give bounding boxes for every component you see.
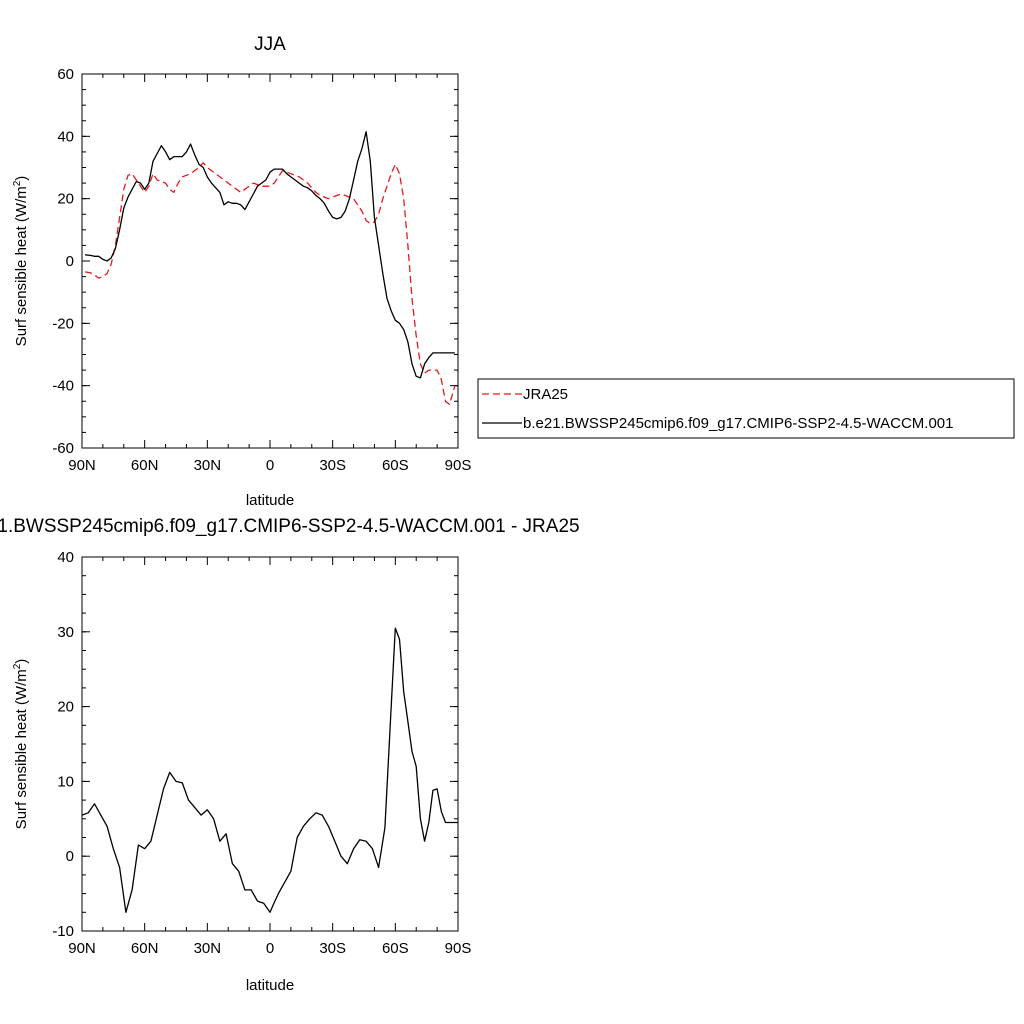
bottom-x-axis-label: latitude <box>246 977 294 994</box>
top-y-axis-label-sup: 2 <box>12 180 23 186</box>
top-x-tick-label: 60S <box>382 457 409 474</box>
bottom-grid-ticks <box>81 556 459 932</box>
bottom-y-axis-label-sup: 2 <box>12 663 23 669</box>
top-y-tick-label: 0 <box>66 253 74 270</box>
bot-y-tick-label: 20 <box>57 699 74 716</box>
top-y-tick-label: 20 <box>57 191 74 208</box>
top-panel: JJA 90N 60N 30N 0 30S 60S 90S6040200-20-40-60 … <box>12 34 471 509</box>
bot-y-tick-label: 30 <box>57 624 74 641</box>
bot-y-tick-label: -10 <box>52 923 74 940</box>
top-y-axis-label-main: Surf sensible heat (W/m <box>13 186 30 346</box>
top-chart-title: JJA <box>254 34 286 55</box>
bot-y-tick-label: 10 <box>57 773 74 790</box>
top-series-layer <box>84 131 456 406</box>
bottom-plot-frame <box>81 556 459 932</box>
top-series-line-0 <box>84 162 456 406</box>
top-grid-ticks <box>81 73 459 449</box>
top-y-axis-label-tail: ) <box>13 176 30 181</box>
top-x-axis-label: latitude <box>246 492 294 509</box>
top-x-tick-label: 30S <box>319 457 346 474</box>
top-x-tick-label: 0 <box>266 457 274 474</box>
top-x-tick-label: 90N <box>68 457 96 474</box>
bot-x-tick-label: 60N <box>131 940 159 957</box>
bottom-series-layer <box>81 627 458 913</box>
top-y-tick-label: -60 <box>52 440 74 457</box>
bottom-chart-title: b.e21.BWSSP245cmip6.f09_g17.CMIP6-SSP2-4… <box>0 516 580 537</box>
bot-x-tick-label: 60S <box>382 940 409 957</box>
bot-x-tick-label: 30N <box>194 940 222 957</box>
top-y-tick-label: -40 <box>52 378 74 395</box>
bot-y-tick-label: 40 <box>57 549 74 566</box>
bot-x-tick-label: 90N <box>68 940 96 957</box>
top-y-tick-label: 60 <box>57 66 74 83</box>
top-x-tick-label: 90S <box>445 457 472 474</box>
top-tick-labels: 90N 60N 30N 0 30S 60S 90S 60 40 20 0 -20 -40 -60 <box>52 66 471 474</box>
legend-box <box>477 378 1015 439</box>
legend-label-model: b.e21.BWSSP245cmip6.f09_g17.CMIP6-SSP2-4… <box>523 415 953 432</box>
top-y-tick-label: -20 <box>52 315 74 332</box>
top-y-axis-label: Surf sensible heat (W/m2) <box>12 176 30 347</box>
bot-x-tick-label: 0 <box>266 940 274 957</box>
legend: JRA25 b.e21.BWSSP245cmip6.f09_g17.CMIP6-… <box>477 378 1015 439</box>
top-x-tick-label: 30N <box>194 457 222 474</box>
bot-x-tick-label: 30S <box>319 940 346 957</box>
top-series-line-1 <box>85 131 455 379</box>
bottom-panel: b.e21.BWSSP245cmip6.f09_g17.CMIP6-SSP2-4… <box>0 516 580 994</box>
bottom-y-axis-label: Surf sensible heat (W/m2) <box>12 659 30 830</box>
bottom-y-axis-label-tail: ) <box>13 659 30 664</box>
bottom-tick-labels: 90N 60N 30N 0 30S 60S 90S 40 30 20 10 0 -10 <box>52 549 471 957</box>
legend-label-jra25: JRA25 <box>523 386 568 403</box>
bot-y-tick-label: 0 <box>66 848 74 865</box>
top-plot-frame <box>81 73 459 449</box>
bot-x-tick-label: 90S <box>445 940 472 957</box>
bot-series-line-0 <box>81 627 458 913</box>
top-y-tick-label: 40 <box>57 128 74 145</box>
bottom-y-axis-label-main: Surf sensible heat (W/m <box>13 669 30 829</box>
top-x-tick-label: 60N <box>131 457 159 474</box>
